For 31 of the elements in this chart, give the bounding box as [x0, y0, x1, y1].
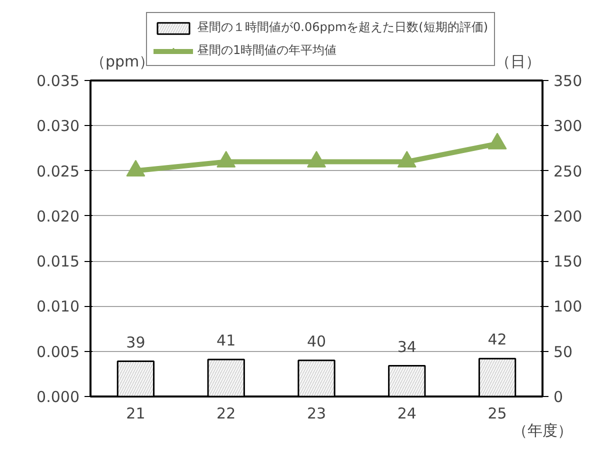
x-tick-label: 21 — [126, 404, 146, 422]
y2-tick-label: 350 — [554, 72, 582, 90]
y2-tick-label: 150 — [554, 252, 582, 271]
y-tick-label: 0.025 — [36, 162, 80, 180]
y-axis-title: （ppm） — [90, 52, 154, 70]
y-tick-label: 0.005 — [36, 342, 80, 361]
data-label: 40 — [306, 332, 326, 350]
legend-label: 昼間の１時間値が0.06ppmを超えた日数(短期的評価) — [197, 19, 488, 36]
y-tick-label: 0.010 — [36, 298, 80, 316]
y2-tick-label: 200 — [554, 207, 582, 226]
data-label: 34 — [397, 338, 416, 356]
legend-label: 昼間の1時間値の年平均値 — [197, 42, 338, 59]
y-tick-label: 0.035 — [36, 72, 80, 90]
x-axis-title: （年度） — [512, 422, 572, 440]
y-tick-label: 0.030 — [36, 117, 80, 136]
x-tick-label: 22 — [216, 404, 236, 422]
data-label: 41 — [216, 331, 236, 350]
x-tick-label: 23 — [306, 404, 326, 422]
x-tick-label: 24 — [397, 404, 416, 422]
x-tick-label: 25 — [488, 404, 507, 422]
y2-tick-label: 50 — [554, 342, 573, 361]
y2-tick-label: 300 — [554, 117, 582, 136]
data-label: 42 — [488, 330, 507, 349]
y2-tick-label: 100 — [554, 298, 582, 316]
y2-tick-label: 0 — [554, 388, 564, 406]
y-tick-label: 0.015 — [36, 252, 80, 271]
data-label: 39 — [126, 333, 146, 352]
y-tick-label: 0.020 — [36, 207, 80, 226]
y-tick-label: 0.000 — [36, 388, 80, 406]
y2-tick-label: 250 — [554, 162, 582, 180]
y2-axis-title: （日） — [496, 52, 540, 70]
